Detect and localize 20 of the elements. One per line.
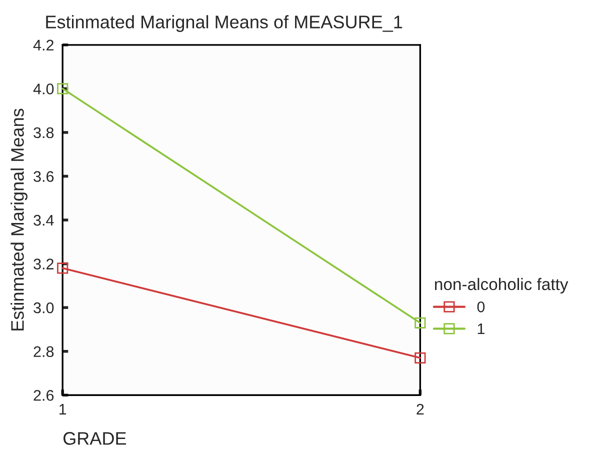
- legend-label: 1: [478, 324, 484, 334]
- y-tick-label: 3.8: [34, 127, 54, 138]
- y-tick-label: 2.6: [34, 390, 54, 401]
- y-tick-label: 3.4: [34, 214, 54, 226]
- point: [414, 352, 426, 364]
- y-tick-label: 3.2: [34, 258, 54, 270]
- legend-label: 0: [477, 301, 485, 312]
- y-tick-label: 3.6: [34, 171, 54, 182]
- y-tick-label: 4.0: [33, 84, 54, 94]
- chart-title: Estinmated Marignal Means of MEASURE_1: [46, 15, 402, 32]
- point: [57, 83, 68, 94]
- y-tick-label: 3.0: [34, 302, 54, 314]
- x-tick-label: 2: [416, 404, 424, 415]
- point: [57, 262, 68, 274]
- y-tick-label: 2.8: [34, 346, 54, 358]
- y-axis-title: Estinmated Marignal Means: [10, 108, 28, 330]
- y-tick-label: 4.2: [33, 40, 54, 50]
- x-axis-title: GRADE: [63, 432, 126, 445]
- point: [414, 317, 426, 328]
- legend-title: non-alcoholic fatty: [435, 278, 568, 294]
